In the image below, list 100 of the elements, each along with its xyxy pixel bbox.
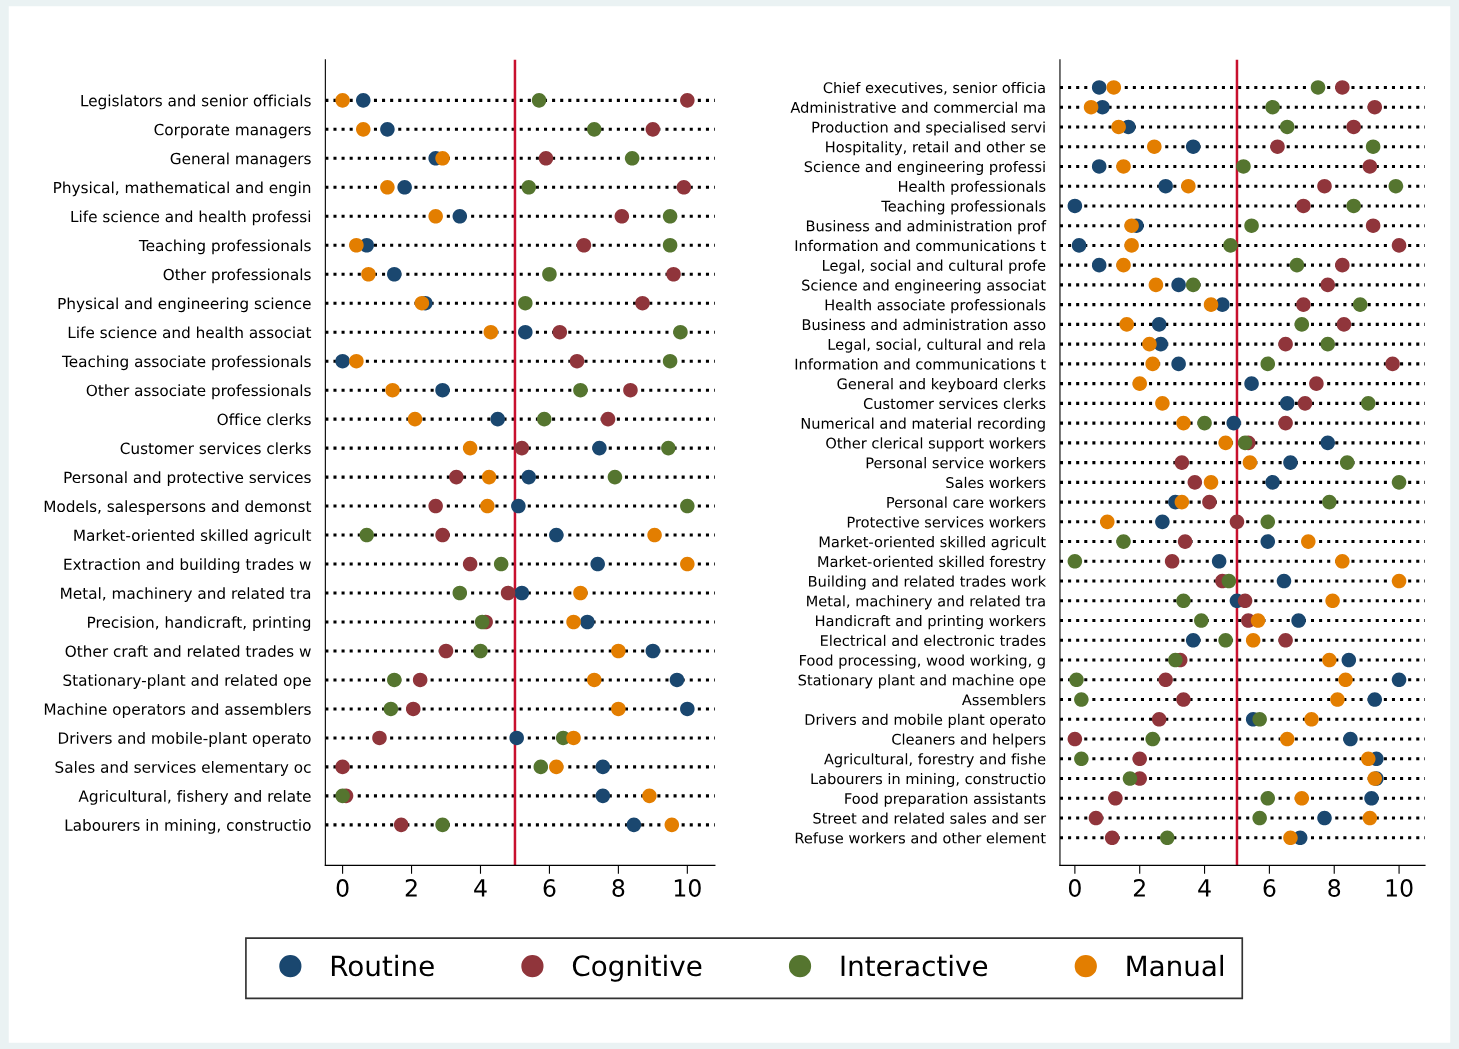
point [1237, 593, 1253, 609]
point [1289, 257, 1305, 273]
point [372, 730, 387, 746]
x-tick-label: 10 [674, 879, 701, 897]
point [1278, 415, 1293, 431]
y-tick-label: Cleaners and helpers [892, 733, 1046, 748]
point [483, 324, 499, 340]
point [1391, 475, 1407, 490]
y-tick-label: Sales workers [946, 476, 1046, 489]
point [397, 180, 412, 195]
point [662, 237, 678, 253]
point [1360, 396, 1376, 411]
point [1116, 159, 1131, 174]
point [1250, 613, 1266, 628]
point [1270, 139, 1285, 154]
y-tick-label: Legal, social and cultural profe [823, 259, 1046, 274]
point [1155, 396, 1170, 411]
point [624, 151, 640, 166]
point [680, 701, 695, 717]
point [500, 585, 516, 601]
point [1385, 356, 1400, 372]
point [1218, 435, 1233, 451]
point [1296, 198, 1311, 214]
point [493, 556, 509, 572]
point [1322, 652, 1337, 668]
point [1336, 317, 1352, 332]
point [1236, 159, 1251, 174]
point [1158, 672, 1173, 688]
point [435, 382, 450, 398]
point [595, 788, 611, 804]
point [1260, 356, 1276, 372]
point [586, 672, 602, 688]
point [1158, 178, 1173, 194]
point [1069, 672, 1084, 688]
point [1176, 692, 1191, 707]
point [514, 440, 530, 456]
point [511, 498, 526, 514]
y-tick-label: Information and communications t [795, 358, 1046, 370]
point [1320, 277, 1336, 293]
y-tick-label: Physical, mathematical and engin [54, 181, 311, 197]
x-tick-label: 4 [1198, 879, 1211, 897]
y-tick-label: Other clerical support workers [826, 437, 1046, 452]
y-tick-label: Personal service workers [866, 457, 1046, 469]
y-tick-label: Food processing, wood working, g [800, 654, 1045, 669]
point [1343, 731, 1358, 747]
point [1226, 415, 1242, 431]
point [518, 295, 533, 311]
point [1237, 435, 1253, 451]
y-tick-label: Models, salespersons and demonst [44, 500, 312, 516]
point [1367, 692, 1383, 707]
x-tick-label: 2 [405, 879, 417, 897]
point [1229, 514, 1245, 530]
point [542, 266, 557, 282]
point [490, 411, 506, 427]
point [1171, 356, 1186, 372]
point [1244, 218, 1259, 233]
point [1283, 830, 1298, 846]
point [405, 701, 421, 717]
point [1155, 514, 1170, 530]
y-tick-label: General and keyboard clerks [837, 378, 1046, 393]
point [549, 759, 564, 775]
x-tick-label: 0 [1068, 879, 1081, 897]
point [1202, 494, 1217, 510]
point [1364, 791, 1379, 806]
y-tick-label: Agricultural, forestry and fishe [824, 753, 1046, 768]
y-tick-label: Teaching professionals [881, 200, 1046, 215]
point [1142, 336, 1157, 352]
point [1260, 514, 1276, 530]
point [1391, 238, 1407, 253]
point [1301, 534, 1316, 549]
point [538, 151, 554, 166]
point [669, 672, 685, 688]
point [1203, 475, 1219, 490]
point [642, 788, 657, 804]
y-tick-label: Market-oriented skilled agricult [819, 536, 1046, 551]
point [355, 93, 371, 108]
point [1116, 257, 1131, 273]
x-tick-label: 6 [543, 879, 556, 897]
point [438, 643, 454, 659]
point [355, 122, 371, 137]
point [1283, 455, 1298, 470]
y-tick-label: Other associate professionals [86, 384, 311, 400]
y-tick-label: Production and specialised servi [812, 121, 1045, 136]
point [552, 324, 568, 340]
y-tick-label: Assemblers [961, 694, 1046, 706]
point [435, 151, 450, 166]
point [1294, 317, 1310, 332]
y-tick-label: Numerical and material recording [801, 417, 1045, 432]
y-tick-label: Drivers and mobile plant operato [805, 713, 1046, 728]
point [1309, 376, 1324, 391]
y-tick-label: Machine operators and assemblers [44, 703, 311, 718]
x-tick-label: 4 [474, 879, 487, 897]
y-tick-label: Legal, social, cultural and rela [828, 338, 1045, 353]
point [626, 817, 642, 833]
point [1218, 633, 1233, 648]
point [1091, 159, 1107, 174]
point [480, 498, 495, 514]
point [1181, 178, 1196, 194]
point [1341, 652, 1357, 668]
point [635, 295, 650, 311]
